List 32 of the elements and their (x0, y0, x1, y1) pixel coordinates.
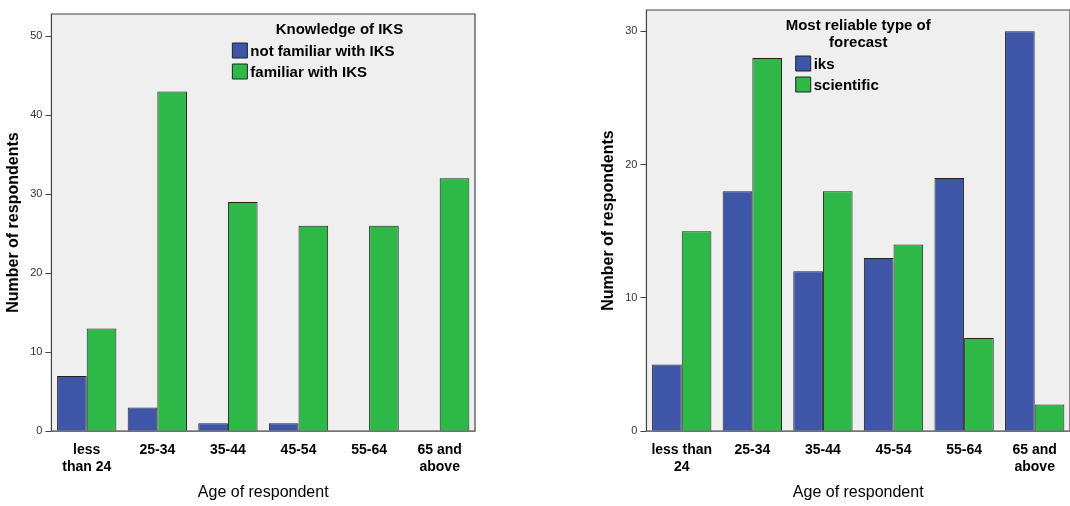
y-axis-title: Number of respondents (4, 132, 22, 313)
x-tick-label: 35-44 (210, 441, 247, 458)
y-tick-label: 30 (30, 187, 43, 200)
x-tick-label: 35-44 (805, 441, 842, 458)
y-tick-label: 0 (36, 424, 43, 437)
x-tick-label: less than 24 (651, 441, 713, 475)
legend-label: iks (813, 54, 835, 72)
x-tick-label: 25-34 (139, 441, 176, 458)
y-tick-label: 20 (30, 266, 43, 279)
y-tick-label: 30 (625, 24, 638, 37)
x-tick-label: 45-54 (280, 441, 317, 458)
x-axis-title: Age of respondent (197, 482, 330, 500)
legend-title: Knowledge of IKS (275, 19, 404, 37)
legend-title: Most reliable type of forecast (785, 15, 932, 50)
y-tick-label: 20 (625, 157, 638, 170)
legend-label: familiar with IKS (250, 62, 368, 80)
x-tick-label: 65 and above (417, 441, 462, 475)
legend-label: scientific (813, 75, 879, 93)
x-tick-label: less than 24 (62, 441, 112, 475)
y-tick-label: 10 (625, 290, 638, 303)
x-tick-label: 55-64 (351, 441, 388, 458)
x-tick-label: 55-64 (946, 441, 983, 458)
x-tick-label: 25-34 (734, 441, 771, 458)
y-axis-title: Number of respondents (599, 130, 617, 311)
y-tick-label: 50 (30, 29, 43, 42)
x-tick-label: 65 and above (1012, 441, 1057, 475)
y-tick-label: 40 (30, 108, 43, 121)
y-tick-label: 10 (30, 345, 43, 358)
legend-label: not familiar with IKS (250, 41, 395, 59)
x-axis-title: Age of respondent (792, 482, 925, 500)
y-tick-label: 0 (631, 424, 638, 437)
x-tick-label: 45-54 (875, 441, 912, 458)
